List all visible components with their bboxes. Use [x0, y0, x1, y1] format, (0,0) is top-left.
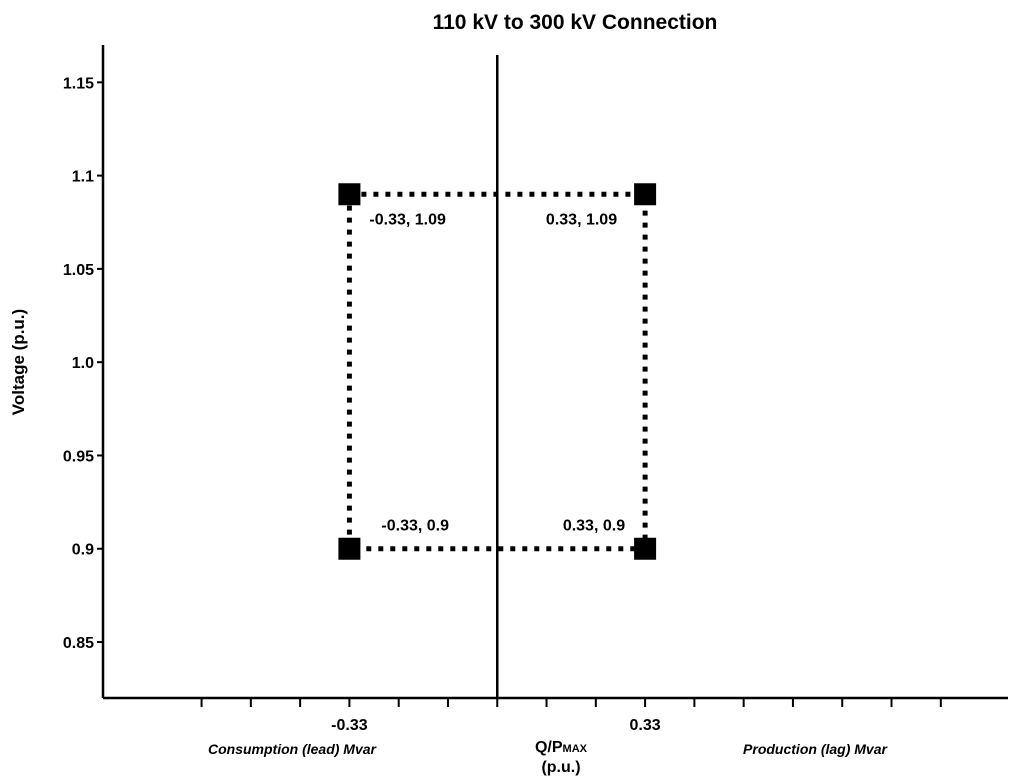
chart-title: 110 kV to 300 kV Connection	[433, 11, 718, 34]
x-side-label-left: Consumption (lead) Mvar	[208, 741, 378, 757]
corner-point-label: -0.33, 1.09	[369, 211, 446, 228]
corner-point-label: 0.33, 1.09	[546, 211, 617, 228]
corner-points	[338, 183, 657, 560]
y-axis-label: Voltage (p.u.)	[9, 309, 28, 415]
y-tick-label: 0.9	[72, 542, 94, 559]
y-axis: 0.85 0.9 0.95 1.0 1.05 1.1 1.15	[63, 45, 105, 698]
corner-marker	[634, 537, 657, 560]
y-tick-label: 0.85	[63, 635, 94, 652]
x-axis-label-sub: MAX	[563, 743, 588, 755]
y-tick-label: 1.05	[63, 262, 94, 279]
x-axis: -0.33 0.33	[103, 696, 1008, 734]
x-tick-label: 0.33	[630, 717, 661, 734]
x-axis-label: Q/PMAX	[535, 739, 588, 756]
x-axis-unit: (p.u.)	[541, 759, 580, 776]
y-tick-label: 0.95	[63, 448, 94, 465]
x-axis-label-main: Q/P	[535, 739, 563, 756]
y-tick-label: 1.0	[72, 355, 94, 372]
corner-marker	[634, 183, 657, 206]
y-tick-label: 1.1	[72, 169, 94, 186]
corner-marker	[338, 183, 361, 206]
y-tick-label: 1.15	[63, 75, 94, 92]
x-tick-label: -0.33	[331, 717, 368, 734]
corner-marker	[338, 537, 361, 560]
corner-point-label: -0.33, 0.9	[381, 518, 449, 535]
x-side-label-right: Production (lag) Mvar	[743, 741, 888, 757]
corner-point-labels: -0.33, 1.09 0.33, 1.09 0.33, 0.9 -0.33, 0.9	[369, 211, 625, 534]
corner-point-label: 0.33, 0.9	[563, 518, 625, 535]
